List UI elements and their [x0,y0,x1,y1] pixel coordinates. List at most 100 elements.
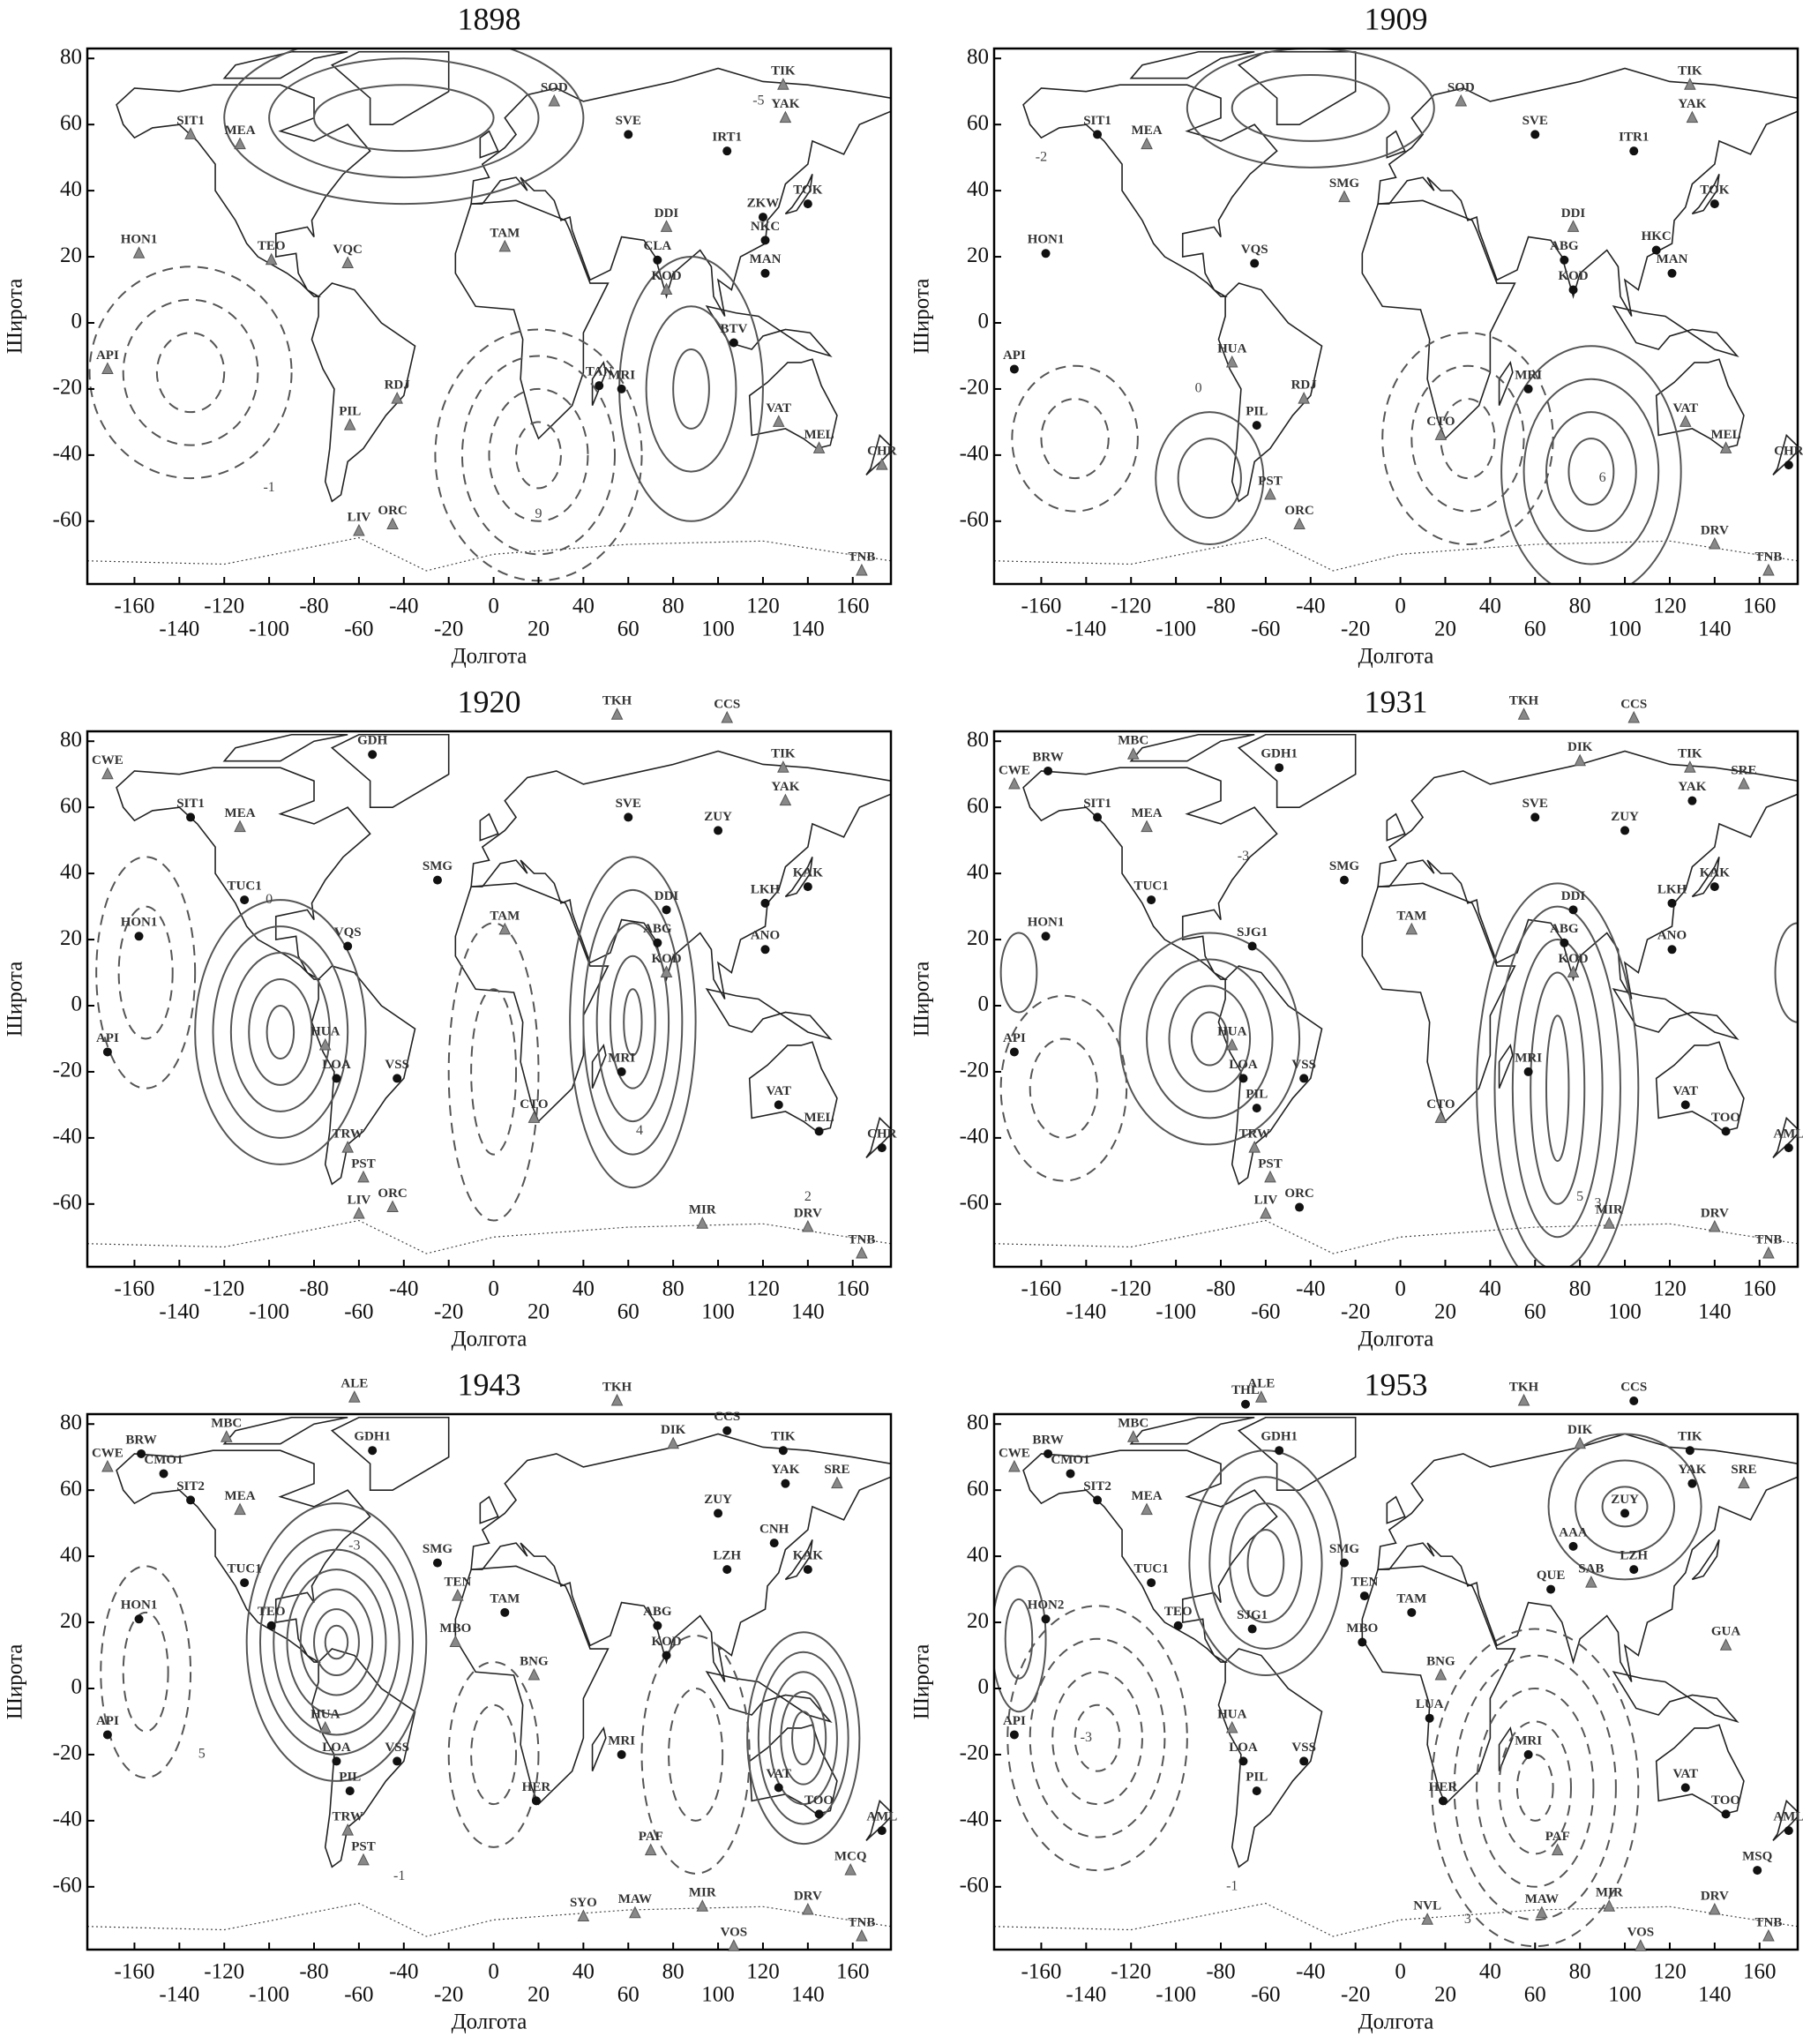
x-tick-label: 120 [746,1960,780,1984]
station-marker [134,932,144,941]
station-label: MEL [804,428,834,442]
contour-label: 6 [1599,470,1606,485]
coastline [222,733,348,762]
contour [645,305,737,473]
station-marker [548,94,561,107]
station-marker [341,1823,354,1836]
station-label: TKH [1509,1380,1539,1394]
y-tick-label: -60 [960,1191,989,1215]
contour [1515,1753,1554,1822]
station-label: ZKW [747,197,780,211]
station-marker [1093,1495,1103,1505]
map-panel: -5 9 -1 SOD SIT1 MEA SVE IRT1 TIK YAK HON1 TEO VQC TA… [4,1,897,668]
x-tick-label: -140 [1066,618,1106,641]
coastline [470,67,891,317]
x-tick-label: 100 [701,1983,735,2007]
station-marker [1041,249,1051,258]
contour [1186,49,1435,168]
x-tick-label: -20 [434,618,463,641]
x-tick-label: -20 [1341,618,1370,641]
station-marker [1339,875,1349,885]
station-marker [1141,137,1153,150]
station-marker [1568,285,1578,295]
station-marker [1684,760,1696,773]
x-axis-label: Долгота [1358,2010,1434,2034]
station-marker [1298,392,1310,404]
station-marker [856,1928,868,1942]
station-marker [760,945,770,955]
station-label: MEA [225,1489,256,1503]
station-marker [1784,460,1793,470]
coastline [479,1495,499,1524]
y-tick-label: -60 [53,508,82,532]
coastline [454,1565,610,1806]
station-label: HON1 [1028,233,1065,247]
station-label: ORC [1284,1187,1313,1201]
station-label: RDJ [385,378,411,393]
station-marker [1339,1558,1349,1568]
station-label: SIT1 [1083,797,1111,811]
station-marker [368,1446,378,1456]
station-label: LKH [751,882,781,896]
station-label: SMG [423,859,453,873]
station-label: MSQ [1742,1850,1773,1864]
x-tick-label: -120 [1111,1960,1151,1984]
station-marker [1255,1390,1268,1403]
station-marker [1585,1575,1597,1588]
x-tick-label: 20 [1434,1300,1456,1324]
x-tick-label: -80 [1206,1960,1235,1984]
station-marker [1568,905,1578,915]
plot-frame [86,47,893,586]
station-marker [1434,1111,1448,1123]
station-marker [1709,536,1721,550]
station-marker [1603,1899,1616,1912]
contour [1575,1459,1676,1554]
station-marker [240,1578,250,1588]
station-marker [1225,1037,1238,1051]
x-tick-label: 80 [662,1960,685,1984]
x-tick-label: 80 [662,595,685,618]
station-marker [1455,94,1468,107]
x-tick-label: 40 [572,595,595,618]
x-tick-label: -100 [1156,1300,1196,1324]
x-axis-label: Долгота [452,1328,527,1351]
y-axis-label: Широта [910,279,934,355]
x-tick-label: -40 [389,595,418,618]
station-label: MEA [1132,1489,1163,1503]
station-marker [1247,941,1257,951]
coastline [470,750,891,1000]
station-label: CTO [520,1097,548,1112]
coastline [705,1671,833,1724]
station-label: SIT1 [176,797,205,811]
station-marker [577,1909,590,1922]
station-label: QUE [1537,1569,1566,1583]
station-marker [1620,1509,1630,1518]
station-marker [101,767,114,780]
plot-area: 0 4 2 [87,733,891,1254]
station-marker [265,252,278,266]
x-tick-label: 140 [1698,1983,1732,2007]
x-tick-label: 160 [836,1277,870,1301]
contour [1547,1433,1702,1581]
x-tick-label: -20 [434,1300,463,1324]
station-marker [353,523,365,536]
x-tick-label: -160 [1021,595,1062,618]
station-label: TAM [490,909,520,923]
y-tick-label: 80 [60,1411,82,1434]
contour [1530,971,1586,1205]
contour [1498,1720,1572,1855]
coastline [1377,750,1798,1000]
coastline [222,50,348,79]
station-label: NKC [751,220,780,234]
y-tick-label: 0 [978,992,990,1016]
contour [122,1611,169,1733]
station-marker [728,1939,740,1951]
x-tick-label: -140 [159,1983,199,2007]
station-marker [1009,364,1019,374]
x-tick-label: -120 [204,1277,244,1301]
y-tick-label: 40 [60,177,82,201]
station-marker [662,1651,671,1660]
station-label: CHR [867,1127,897,1142]
